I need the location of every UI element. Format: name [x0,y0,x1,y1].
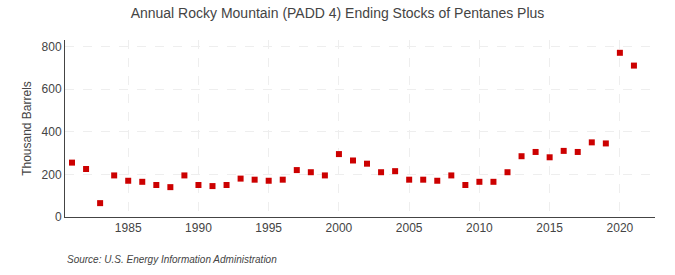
svg-text:2010: 2010 [466,221,493,235]
svg-text:1990: 1990 [185,221,212,235]
svg-text:2005: 2005 [396,221,423,235]
svg-text:Annual Rocky Mountain (PADD 4): Annual Rocky Mountain (PADD 4) Ending St… [131,5,545,21]
svg-text:2000: 2000 [326,221,353,235]
svg-text:2015: 2015 [536,221,563,235]
svg-text:1995: 1995 [255,221,282,235]
svg-text:600: 600 [42,82,62,96]
svg-text:1985: 1985 [115,221,142,235]
svg-text:200: 200 [42,168,62,182]
svg-text:Thousand Barrels: Thousand Barrels [20,81,34,176]
svg-text:Source: U.S. Energy Informatio: Source: U.S. Energy Information Administ… [67,254,277,265]
svg-text:0: 0 [55,210,62,224]
svg-text:2020: 2020 [607,221,634,235]
svg-text:800: 800 [42,40,62,54]
svg-text:400: 400 [42,125,62,139]
